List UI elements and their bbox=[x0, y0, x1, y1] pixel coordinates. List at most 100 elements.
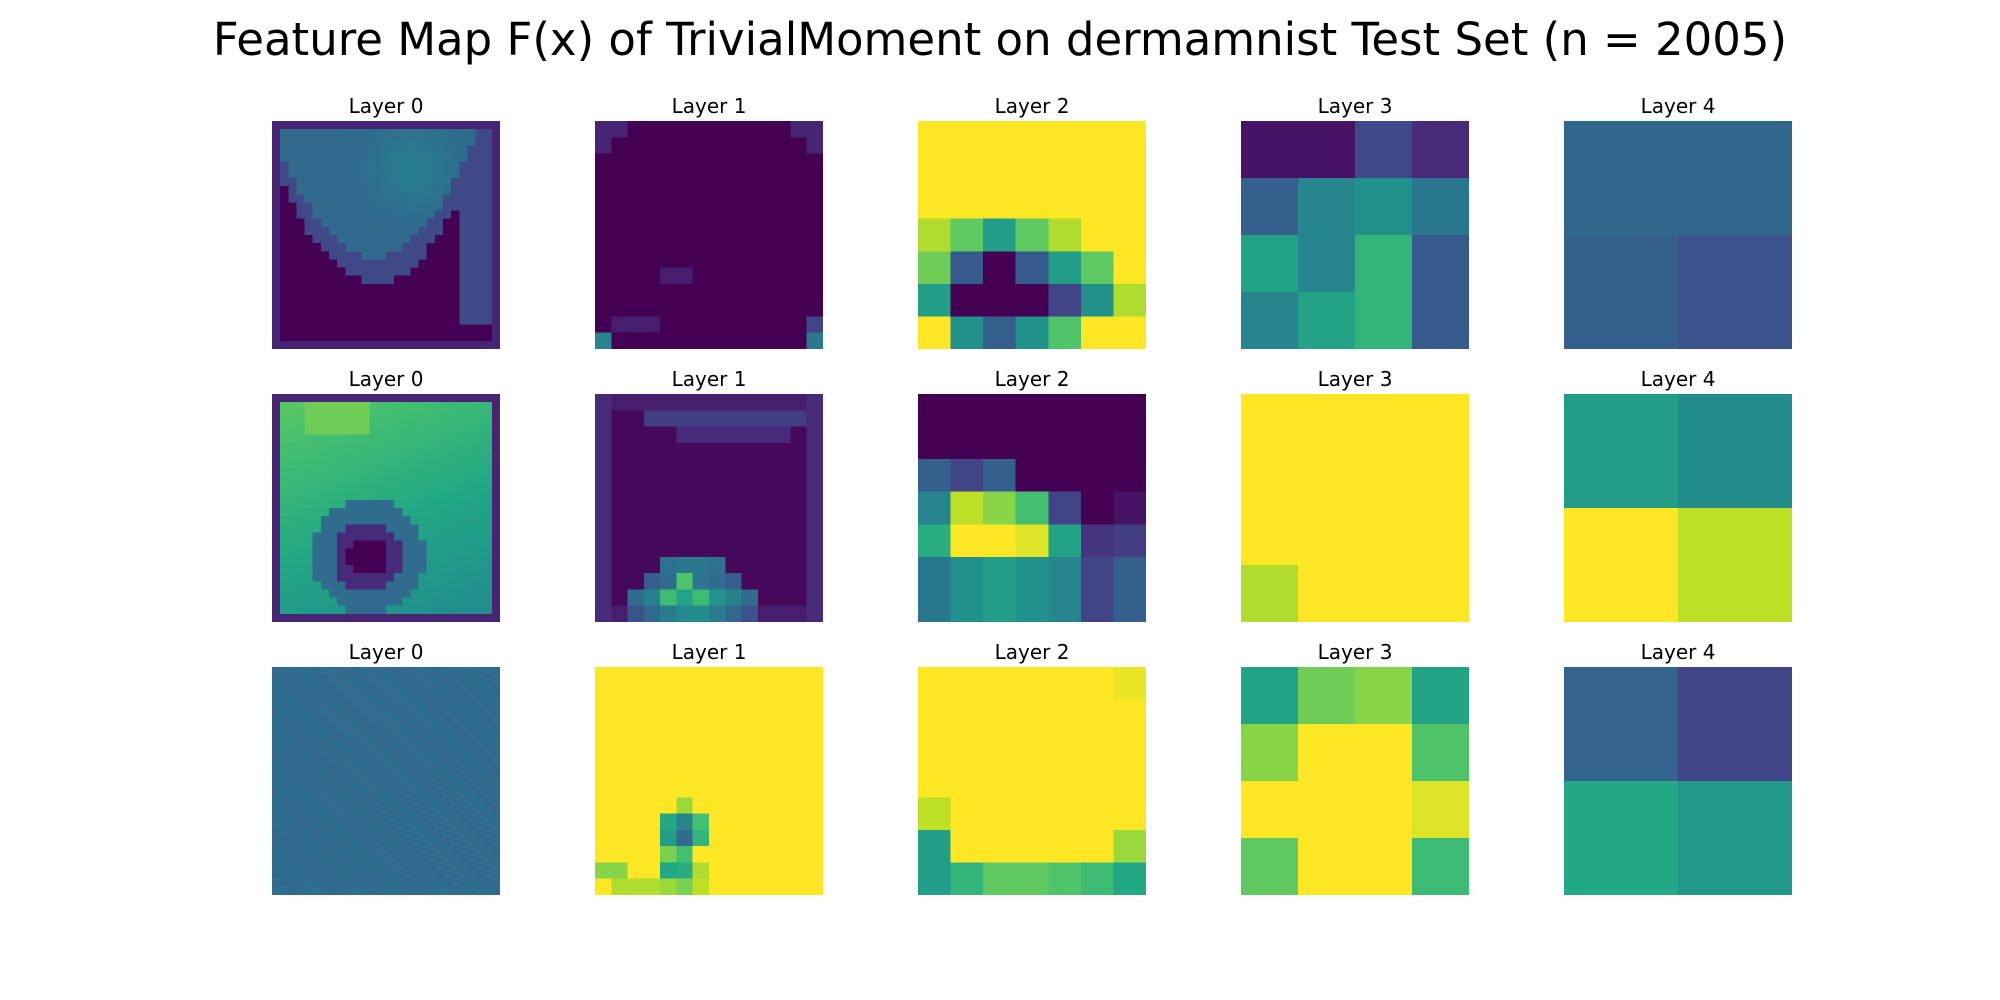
heatmap-cell bbox=[1048, 829, 1082, 864]
heatmap-cell bbox=[418, 340, 428, 349]
heatmap-cell bbox=[806, 410, 823, 428]
heatmap-cell bbox=[377, 129, 387, 138]
heatmap-cell bbox=[1678, 394, 1792, 509]
heatmap-cell bbox=[312, 451, 322, 460]
heatmap-cell bbox=[491, 202, 500, 212]
heatmap-cell bbox=[1080, 829, 1115, 864]
heatmap-cell bbox=[467, 475, 477, 485]
heatmap-cell bbox=[337, 789, 346, 798]
heatmap-cell bbox=[288, 508, 298, 517]
heatmap-cell bbox=[329, 870, 338, 880]
heatmap-cell bbox=[483, 316, 493, 326]
heatmap-cell bbox=[402, 300, 412, 309]
heatmap-cell bbox=[320, 667, 330, 676]
heatmap-cell bbox=[627, 186, 645, 204]
heatmap-cell bbox=[451, 434, 460, 444]
heatmap-cell bbox=[475, 324, 485, 334]
heatmap-cell bbox=[272, 556, 281, 566]
heatmap-cell bbox=[304, 878, 314, 888]
heatmap-cell bbox=[312, 459, 322, 468]
heatmap-cell bbox=[790, 283, 808, 301]
heatmap-cell bbox=[451, 846, 460, 855]
heatmap-cell bbox=[345, 161, 355, 171]
heatmap-cell bbox=[443, 846, 452, 855]
heatmap-cell bbox=[491, 145, 500, 155]
heatmap-cell bbox=[386, 573, 395, 582]
heatmap-cell bbox=[377, 565, 387, 574]
heatmap-cell bbox=[402, 813, 412, 823]
heatmap-cell bbox=[361, 854, 371, 864]
heatmap-cell bbox=[443, 764, 452, 774]
heatmap-cell bbox=[757, 153, 775, 171]
heatmap-cell bbox=[304, 210, 314, 220]
heatmap-cell bbox=[774, 846, 792, 864]
heatmap-cell bbox=[353, 426, 363, 436]
heatmap-cell bbox=[483, 300, 493, 309]
heatmap-cell bbox=[394, 153, 403, 163]
heatmap-cell bbox=[467, 121, 477, 130]
heatmap-cell bbox=[660, 394, 678, 411]
heatmap-cell bbox=[451, 565, 460, 574]
heatmap-cell bbox=[660, 797, 678, 815]
heatmap-cell bbox=[377, 675, 387, 684]
heatmap-cell bbox=[296, 838, 306, 847]
heatmap-cell bbox=[410, 524, 420, 534]
heatmap-cell bbox=[386, 846, 395, 855]
heatmap-cell bbox=[475, 332, 485, 342]
heatmap-cell bbox=[410, 829, 420, 839]
heatmap-cell bbox=[443, 532, 452, 542]
heatmap-cell bbox=[329, 613, 338, 622]
heatmap-cell bbox=[1113, 394, 1146, 428]
heatmap-cell bbox=[288, 699, 298, 709]
heatmap-cell bbox=[377, 797, 387, 807]
heatmap-cell bbox=[353, 691, 363, 701]
heatmap-cell bbox=[627, 267, 645, 285]
heatmap-cell bbox=[483, 186, 493, 195]
heatmap-cell bbox=[443, 829, 452, 839]
heatmap-cell bbox=[434, 748, 444, 758]
heatmap-cell bbox=[320, 565, 330, 574]
heatmap-cell bbox=[304, 292, 314, 301]
heatmap-cell bbox=[467, 772, 477, 782]
heatmap-cell bbox=[676, 667, 694, 684]
heatmap-cell bbox=[369, 565, 379, 574]
heatmap-cell bbox=[329, 442, 338, 452]
heatmap-cell bbox=[483, 683, 493, 693]
heatmap-cell bbox=[790, 862, 808, 880]
heatmap-cell bbox=[312, 161, 322, 171]
heatmap-cell bbox=[369, 186, 379, 195]
heatmap-cell bbox=[434, 764, 444, 774]
heatmap-cell bbox=[459, 434, 469, 444]
heatmap-cell bbox=[418, 259, 428, 269]
heatmap-cell bbox=[288, 548, 298, 558]
heatmap-cell bbox=[402, 548, 412, 558]
heatmap-cell bbox=[491, 732, 500, 741]
heatmap-cell bbox=[377, 813, 387, 823]
heatmap-cell bbox=[643, 235, 661, 252]
heatmap-cell bbox=[741, 121, 759, 138]
heatmap-cell bbox=[434, 524, 444, 534]
heatmap-cell bbox=[467, 605, 477, 615]
heatmap-cell bbox=[426, 121, 436, 130]
heatmap-cell bbox=[483, 862, 493, 872]
heatmap-cell bbox=[1080, 186, 1115, 220]
panel-title: Layer 3 bbox=[1317, 94, 1393, 118]
heatmap-cell bbox=[329, 565, 338, 574]
heatmap-cell bbox=[483, 410, 493, 420]
heatmap-cell bbox=[329, 597, 338, 607]
heatmap-cell bbox=[983, 283, 1017, 318]
heatmap-cell bbox=[790, 589, 808, 607]
heatmap-cell bbox=[418, 540, 428, 550]
heatmap-cell bbox=[345, 886, 355, 895]
heatmap-cell bbox=[304, 707, 314, 717]
heatmap-cell bbox=[434, 394, 444, 403]
heatmap-cell bbox=[709, 426, 726, 444]
heatmap-cell bbox=[272, 394, 281, 403]
heatmap-cell bbox=[709, 878, 726, 895]
heatmap-cell bbox=[394, 781, 403, 790]
heatmap-cell bbox=[757, 556, 775, 574]
heatmap-cell bbox=[790, 667, 808, 684]
heatmap-cell bbox=[491, 870, 500, 880]
heatmap-cell bbox=[491, 813, 500, 823]
heatmap-cell bbox=[377, 846, 387, 855]
